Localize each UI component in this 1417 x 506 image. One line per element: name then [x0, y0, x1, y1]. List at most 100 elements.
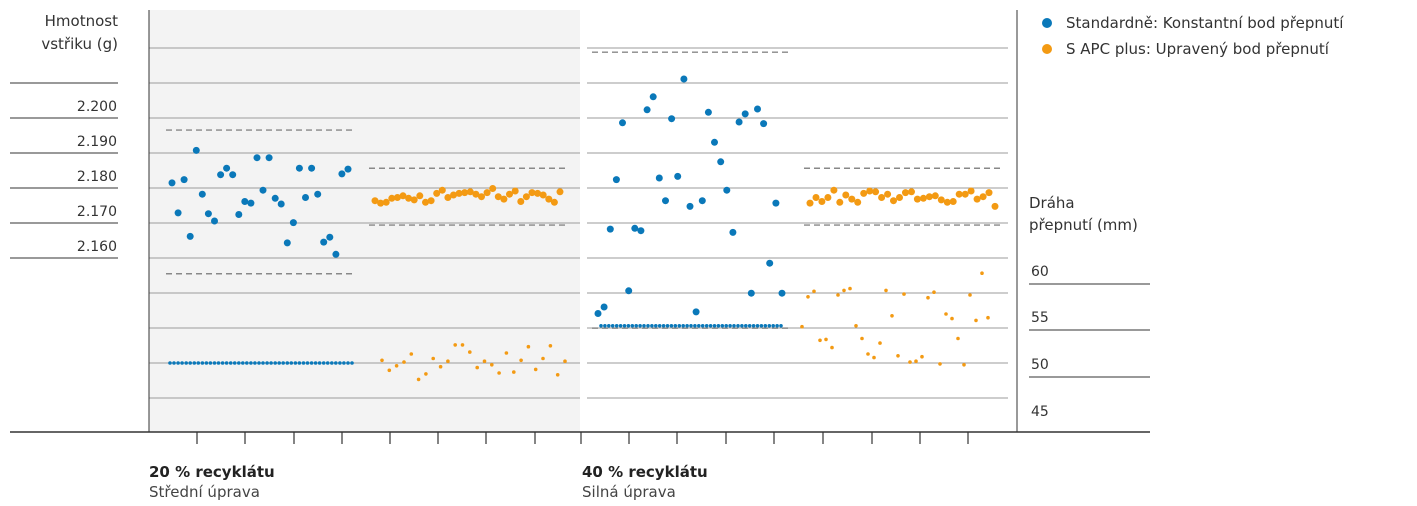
data-point-7-23 — [938, 362, 942, 366]
data-point-1-2 — [382, 198, 390, 206]
data-point-3-13 — [884, 190, 892, 198]
data-point-1-31 — [545, 195, 553, 203]
data-point-3-10 — [866, 187, 874, 195]
data-point-6-18 — [669, 324, 674, 328]
data-point-4-18 — [241, 361, 245, 365]
data-point-0-26 — [326, 233, 334, 241]
data-point-7-29 — [974, 318, 978, 323]
left-tick-label-1: 2.190 — [77, 134, 117, 150]
data-point-6-42 — [763, 324, 768, 328]
data-point-6-32 — [724, 324, 728, 328]
data-point-5-24 — [555, 373, 560, 377]
data-point-6-46 — [779, 324, 783, 328]
data-point-2-23 — [735, 118, 743, 126]
data-point-6-0 — [599, 324, 603, 328]
data-point-7-1 — [806, 295, 810, 299]
data-point-6-17 — [665, 324, 670, 328]
data-point-4-7 — [196, 361, 201, 365]
left-axis-label-line-1: Hmotnost — [45, 12, 118, 30]
data-point-5-18 — [512, 370, 516, 374]
data-point-2-30 — [778, 289, 786, 297]
data-point-4-37 — [317, 361, 322, 365]
data-point-3-2 — [818, 198, 826, 205]
data-point-3-23 — [943, 198, 951, 206]
data-point-2-26 — [754, 105, 761, 113]
data-point-7-0 — [800, 324, 804, 329]
data-point-5-13 — [475, 365, 480, 370]
data-point-1-13 — [444, 194, 452, 201]
data-point-2-8 — [643, 106, 651, 114]
axes — [10, 10, 1150, 433]
data-point-1-25 — [511, 187, 519, 195]
data-point-1-19 — [478, 193, 485, 201]
data-point-0-5 — [198, 190, 206, 198]
data-point-5-7 — [431, 356, 436, 361]
data-point-6-6 — [622, 324, 627, 328]
legend-item-apc: S APC plus: Upravený bod přepnutí — [1042, 36, 1343, 62]
data-point-0-13 — [247, 199, 255, 207]
data-point-6-39 — [751, 324, 756, 328]
tolerance-limit-lines — [166, 51, 1001, 329]
data-point-6-15 — [657, 324, 662, 328]
data-point-6-9 — [634, 324, 638, 328]
right-tick-label-2: 50 — [1031, 357, 1049, 373]
data-point-7-14 — [884, 288, 888, 293]
data-point-0-27 — [332, 250, 340, 258]
data-point-6-19 — [673, 324, 678, 328]
data-point-3-22 — [937, 196, 945, 204]
data-point-1-27 — [522, 193, 530, 201]
data-point-7-18 — [908, 360, 912, 364]
data-point-4-31 — [293, 361, 298, 365]
data-point-3-18 — [913, 195, 921, 203]
data-point-5-2 — [394, 364, 399, 368]
right-axis-label-line-2: přepnutí (mm) — [1029, 216, 1138, 234]
data-point-7-26 — [956, 336, 960, 341]
data-point-0-9 — [223, 164, 231, 172]
data-point-6-16 — [661, 324, 666, 328]
group-title-40-percent: 40 % recyklátu — [582, 463, 708, 481]
data-point-1-21 — [489, 185, 497, 192]
data-point-7-2 — [812, 289, 816, 294]
data-point-2-28 — [766, 259, 774, 267]
data-point-6-23 — [689, 324, 693, 328]
data-point-4-16 — [232, 361, 237, 365]
data-point-6-37 — [744, 324, 748, 328]
data-point-2-0 — [594, 310, 602, 317]
left-axis-label-line-2: vstřiku (g) — [41, 35, 118, 53]
data-point-1-10 — [427, 197, 435, 205]
data-point-7-16 — [896, 354, 900, 358]
data-point-2-24 — [741, 110, 749, 118]
left-tick-label-2: 2.180 — [77, 169, 117, 185]
data-point-5-3 — [402, 360, 406, 364]
data-point-4-45 — [350, 361, 354, 365]
data-point-2-9 — [649, 93, 657, 101]
data-point-2-14 — [680, 75, 688, 83]
data-point-3-26 — [961, 190, 969, 198]
data-point-5-10 — [453, 343, 458, 347]
left-tick-label-4: 2.160 — [77, 239, 117, 255]
data-point-0-17 — [271, 194, 279, 202]
data-point-0-3 — [186, 232, 194, 240]
data-point-7-7 — [842, 288, 846, 293]
data-point-4-35 — [309, 361, 314, 365]
left-tick-label-3: 2.170 — [77, 204, 117, 220]
right-axis-tick-labels: 60 55 50 45 — [1029, 264, 1150, 420]
data-point-2-2 — [606, 225, 614, 233]
data-point-4-19 — [245, 361, 249, 365]
data-point-1-29 — [534, 189, 542, 197]
data-point-6-14 — [654, 324, 658, 328]
data-point-5-25 — [563, 359, 567, 364]
data-point-3-6 — [842, 191, 850, 199]
data-point-4-15 — [228, 361, 233, 365]
data-point-5-12 — [468, 350, 472, 354]
data-point-7-12 — [872, 355, 876, 360]
data-point-4-1 — [172, 361, 176, 365]
data-point-0-14 — [253, 154, 261, 162]
data-point-3-0 — [806, 199, 814, 207]
data-point-7-27 — [962, 363, 966, 367]
data-point-7-4 — [824, 337, 828, 342]
data-point-0-29 — [344, 165, 352, 173]
data-point-1-6 — [405, 194, 413, 202]
data-point-4-44 — [346, 361, 350, 365]
